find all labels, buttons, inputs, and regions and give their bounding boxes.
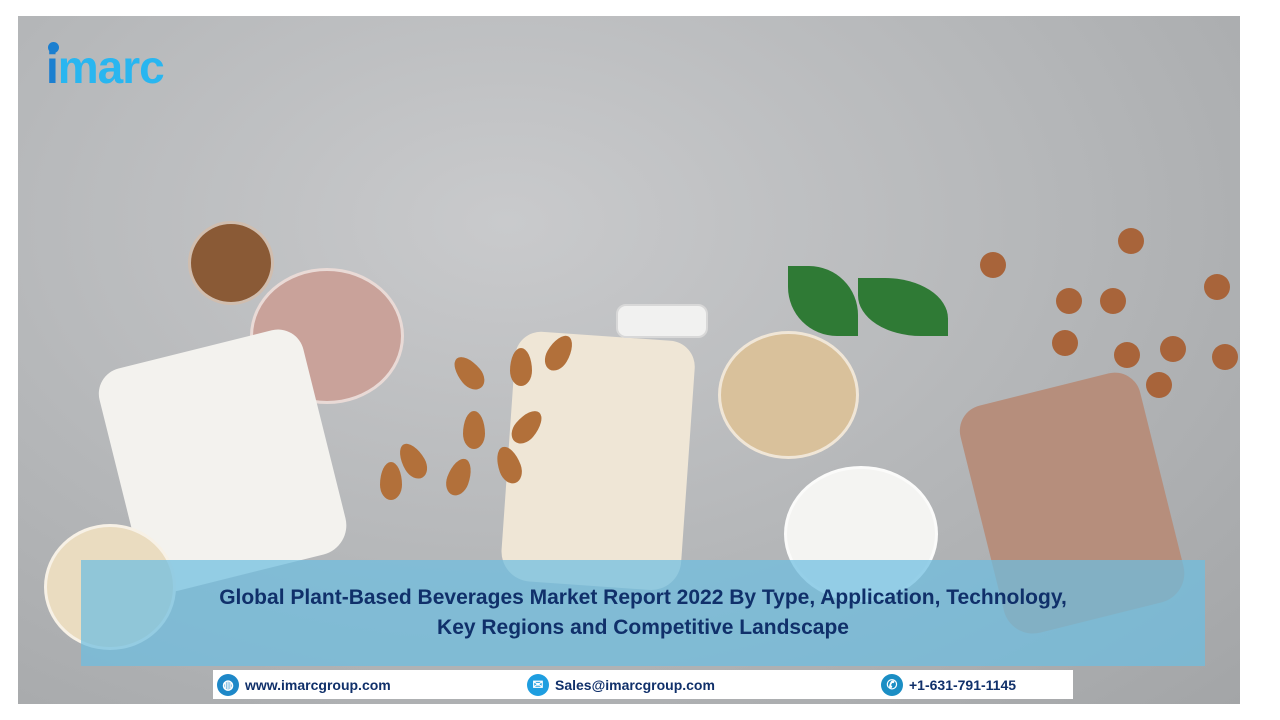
globe-icon: ◍ bbox=[217, 673, 239, 696]
hazelnut bbox=[1052, 330, 1078, 356]
walnut bbox=[188, 221, 274, 305]
almond bbox=[442, 455, 476, 499]
contact-bar: ◍ www.imarcgroup.com ✉ Sales@imarcgroup.… bbox=[213, 670, 1073, 699]
hazelnut bbox=[1204, 274, 1230, 300]
website-link[interactable]: www.imarcgroup.com bbox=[245, 676, 391, 693]
mail-icon: ✉ bbox=[527, 673, 549, 696]
almond bbox=[380, 462, 402, 500]
hazelnut bbox=[1114, 342, 1140, 368]
chickpea-bowl bbox=[718, 331, 859, 459]
phone-number[interactable]: +1-631-791-1145 bbox=[909, 676, 1017, 693]
hazelnut bbox=[1118, 228, 1144, 254]
report-title-line-1: Global Plant-Based Beverages Market Repo… bbox=[219, 586, 1067, 609]
banner-image: imarc Global Plant-Based Beverages Marke… bbox=[18, 16, 1240, 704]
phone-icon: ✆ bbox=[881, 673, 903, 696]
title-band: Global Plant-Based Beverages Market Repo… bbox=[81, 560, 1205, 666]
hazelnut bbox=[1146, 372, 1172, 398]
hazelnut bbox=[980, 252, 1006, 278]
leaf bbox=[858, 278, 948, 336]
bottle-cap bbox=[616, 304, 708, 338]
email-link[interactable]: Sales@imarcgroup.com bbox=[555, 676, 715, 693]
hazelnut bbox=[1100, 288, 1126, 314]
almond bbox=[463, 411, 485, 449]
report-title-line-2: Key Regions and Competitive Landscape bbox=[437, 616, 849, 639]
imarc-logo: imarc bbox=[46, 41, 165, 93]
almond bbox=[510, 348, 532, 386]
almond bbox=[448, 351, 490, 395]
leaf bbox=[788, 266, 858, 336]
hazelnut bbox=[1160, 336, 1186, 362]
hazelnut bbox=[1212, 344, 1238, 370]
hazelnut bbox=[1056, 288, 1082, 314]
